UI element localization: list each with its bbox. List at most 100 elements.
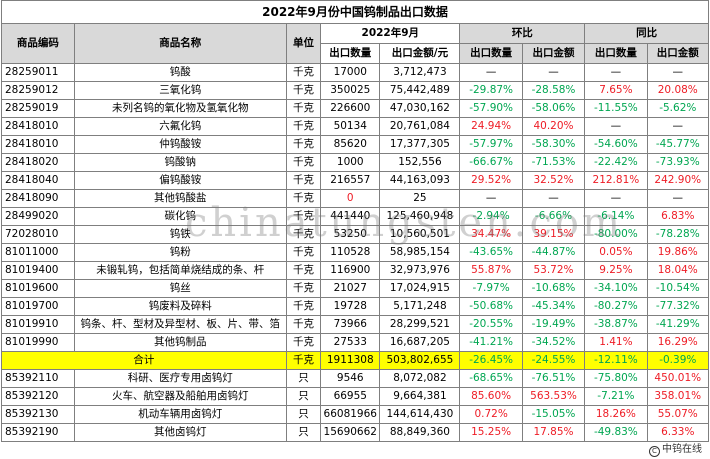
cell-amount: 125,460,948 [379,207,461,226]
table-row: 81011000 钨粉 千克 110528 58,985,154 -43.65% -44.8… [1,243,710,262]
cell-mom-amount: 53.72% [521,261,586,280]
header-yoy: 同比 [584,23,709,44]
cell-amount: 9,664,381 [379,387,461,406]
cell-yoy-amount: 450.01% [646,369,710,388]
credit: C 中钨在线 [649,440,702,457]
cell-mom-qty: -29.87% [459,81,523,100]
table-row: 85392110 科研、医疗专用卤钨灯只 9546 8,072,082 -68.65% -… [1,369,710,388]
cell-name: 其他卤钨灯 [73,423,287,442]
cell-mom-amount: -71.53% [521,153,586,172]
cell-code: 72028010 [1,225,75,244]
cell-mom-amount: -10.68% [521,279,586,298]
header-yoy-qty: 出口数量 [584,43,648,64]
cell-mom-qty: -43.65% [459,243,523,262]
table-row: 28418090 其他钨酸盐 千克 0 25— — — — [1,189,710,208]
cell-qty: 15690662 [320,423,381,442]
cell-code: 81019400 [1,261,75,280]
cell-mom-qty: -2.94% [459,207,523,226]
header-unit: 单位 [285,23,322,64]
cell-yoy-qty: -12.11% [584,351,648,370]
cell-unit: 千克 [285,117,322,136]
cell-code: 81019700 [1,297,75,316]
cell-code: 28418010 [1,117,75,136]
cell-unit: 千克 [285,207,322,226]
header-name: 商品名称 [73,23,287,64]
table-row: 85392130 机动车辆用卤钨灯只 66081966 144,614,430 0.72… [1,405,710,424]
cell-code: 81019990 [1,333,75,352]
cell-yoy-amount: -5.62% [646,99,710,118]
cell-amount: 5,171,248 [379,297,461,316]
table-row: 81019600 钨丝 千克 21027 17,024,915 -7.97% -10.68%… [1,279,710,298]
cell-yoy-amount: -45.77% [646,135,710,154]
cell-yoy-amount: 6.33% [646,423,710,442]
cell-yoy-qty: — [584,189,648,208]
cell-name: 钨酸钠 [73,153,287,172]
total-row: 合计 千克 1911308 503,802,655 -26.45% -24.55% -12.… [1,351,710,370]
cell-yoy-amount: -41.29% [646,315,710,334]
cell-yoy-amount: — [646,189,710,208]
cell-unit: 千克 [285,315,322,334]
cell-mom-amount: -28.58% [521,81,586,100]
cell-amount: 32,973,976 [379,261,461,280]
cell-qty: 116900 [320,261,381,280]
cell-qty: 216557 [320,171,381,190]
cell-amount: 17,024,915 [379,279,461,298]
cell-mom-qty: 24.94% [459,117,523,136]
cell-yoy-qty: 18.26% [584,405,648,424]
header-amount: 出口金额/元 [379,43,461,64]
cell-unit: 千克 [285,243,322,262]
cell-mom-amount: -58.30% [521,135,586,154]
cell-yoy-amount: 358.01% [646,387,710,406]
cell-qty: 66955 [320,387,381,406]
cell-qty: 53250 [320,225,381,244]
cell-mom-amount: -58.06% [521,99,586,118]
header-row-2: 出口数量 出口金额/元 出口数量 出口金额 出口数量 出口金额 [2,43,710,64]
cell-name: 钨铁 [73,225,287,244]
cell-mom-qty: 15.25% [459,423,523,442]
cell-name: 三氧化钨 [73,81,287,100]
cell-mom-qty: — [459,189,523,208]
cell-name: 钨酸 [73,63,287,82]
cell-code: 81019910 [1,315,75,334]
cell-mom-qty: — [459,63,523,82]
cell-amount: 16,687,205 [379,333,461,352]
cell-code: 28259011 [1,63,75,82]
cell-name: 钨条、杆、型材及异型材、板、片、带、箔 [73,315,287,334]
table-row: 28418040 偏钨酸铵 千克 216557 44,163,093 29.52% 32.5… [1,171,710,190]
cell-yoy-qty: — [584,117,648,136]
cell-yoy-amount: 6.83% [646,207,710,226]
cell-name: 仲钨酸铵 [73,135,287,154]
cell-mom-qty: -68.65% [459,369,523,388]
cell-amount: 8,072,082 [379,369,461,388]
cell-mom-amount: -76.51% [521,369,586,388]
cell-yoy-amount: 19.86% [646,243,710,262]
cell-code: 28418040 [1,171,75,190]
cell-yoy-qty: 212.81% [584,171,648,190]
table-row: 28418010 仲钨酸铵 千克 85620 17,377,305 -57.97% -58.… [1,135,710,154]
cell-name: 科研、医疗专用卤钨灯 [73,369,287,388]
table-row: 28259012 三氧化钨 千克 350025 75,442,489 -29.87% -28… [1,81,710,100]
cell-amount: 503,802,655 [379,351,461,370]
cell-yoy-amount: -0.39% [646,351,710,370]
cell-mom-qty: 55.87% [459,261,523,280]
cell-mom-amount: -45.34% [521,297,586,316]
cell-qty: 73966 [320,315,381,334]
header-yoy-amount: 出口金额 [646,43,710,64]
cell-yoy-qty: -80.00% [584,225,648,244]
cell-yoy-amount: 55.07% [646,405,710,424]
export-table: 2022年9月份中国钨制品出口数据 商品编码 商品名称 单位 2022年9月 环… [1,0,710,442]
header-mom-qty: 出口数量 [459,43,523,64]
cell-yoy-amount: — [646,63,710,82]
cell-qty: 441440 [320,207,381,226]
cell-qty: 19728 [320,297,381,316]
table-row: 28418020 钨酸钠 千克 1000 152,556 -66.67% -71.53% -2… [1,153,710,172]
table-row: 72028010 钨铁 千克 53250 10,560,501 34.47% 39.15% -… [1,225,710,244]
cell-yoy-qty: -11.55% [584,99,648,118]
cell-unit: 千克 [285,63,322,82]
cell-unit: 千克 [285,261,322,280]
cell-unit: 千克 [285,189,322,208]
cell-code: 81011000 [1,243,75,262]
header-row-1: 商品编码 商品名称 单位 2022年9月 环比 同比 [1,23,709,64]
header-qty: 出口数量 [320,43,381,64]
